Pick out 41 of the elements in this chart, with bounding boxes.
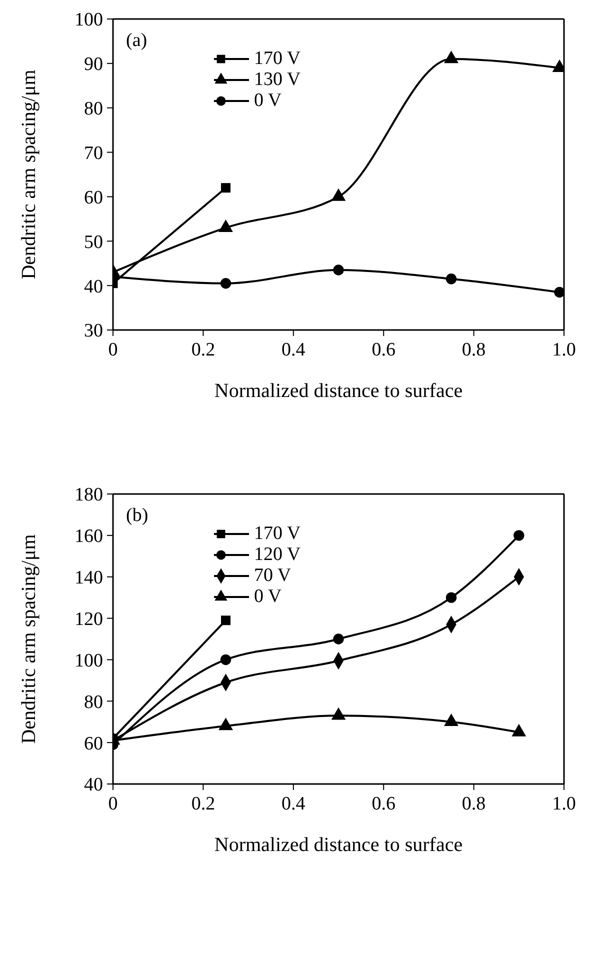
legend-label: 70 V — [254, 565, 292, 586]
legend-label: 170 V — [254, 48, 301, 69]
y-tick-label: 100 — [74, 10, 103, 31]
x-tick-label: 0.4 — [282, 339, 306, 360]
y-tick-label: 60 — [84, 733, 103, 754]
x-tick-label: 0.8 — [462, 793, 486, 814]
legend-label: 170 V — [254, 523, 301, 544]
x-tick-label: 0.6 — [372, 339, 396, 360]
legend-label: 0 V — [254, 90, 282, 111]
y-tick-label: 140 — [74, 568, 103, 589]
x-tick-label: 0.4 — [282, 793, 306, 814]
x-tick-label: 0 — [108, 339, 118, 360]
x-tick-label: 0.2 — [191, 793, 216, 814]
y-tick-label: 100 — [74, 650, 103, 672]
y-axis-title: Dendritic arm spacing/μm — [18, 69, 40, 280]
y-tick-label: 90 — [84, 54, 103, 76]
y-tick-label: 30 — [84, 320, 103, 342]
y-tick-label: 60 — [84, 187, 103, 208]
x-tick-label: 0.6 — [372, 793, 396, 814]
x-tick-label: 0.8 — [462, 339, 486, 360]
legend-label: 120 V — [254, 544, 301, 565]
y-tick-label: 50 — [84, 232, 103, 253]
x-axis-title: Normalized distance to surface — [214, 834, 463, 856]
x-tick-label: 0.2 — [191, 339, 216, 360]
y-tick-label: 80 — [84, 98, 103, 120]
y-tick-label: 80 — [84, 692, 103, 713]
y-tick-label: 40 — [84, 276, 103, 298]
legend-label: 0 V — [254, 586, 282, 607]
y-tick-label: 40 — [84, 774, 103, 796]
x-axis-title: Normalized distance to surface — [214, 380, 463, 402]
y-tick-label: 70 — [84, 143, 103, 164]
x-tick-label: 1.0 — [552, 339, 576, 360]
y-axis-title: Dendritic arm spacing/μm — [18, 534, 40, 744]
annotation: (a) — [126, 30, 148, 52]
x-tick-label: 1.0 — [552, 793, 576, 814]
x-tick-label: 0 — [108, 793, 118, 814]
legend-label: 130 V — [254, 69, 301, 90]
y-tick-label: 180 — [74, 484, 103, 506]
annotation: (b) — [126, 505, 148, 527]
y-tick-label: 160 — [74, 526, 103, 548]
y-tick-label: 120 — [74, 609, 103, 630]
